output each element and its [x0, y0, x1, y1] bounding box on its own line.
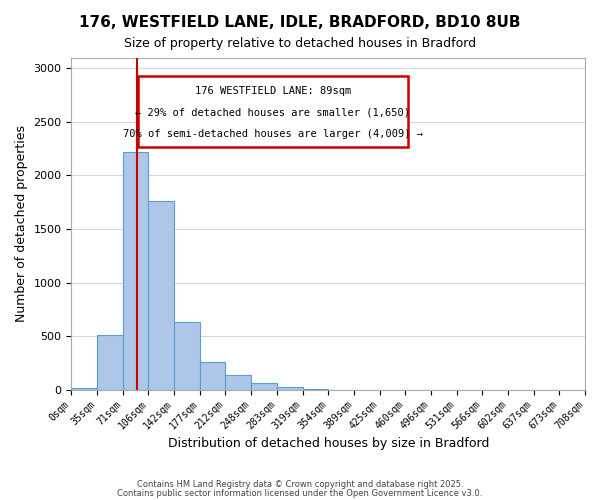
Bar: [71, 388, 97, 390]
Bar: [123, 152, 148, 390]
Bar: [97, 335, 123, 390]
Bar: [200, 362, 226, 390]
FancyBboxPatch shape: [138, 76, 408, 147]
Text: 176 WESTFIELD LANE: 89sqm: 176 WESTFIELD LANE: 89sqm: [195, 86, 351, 97]
Bar: [174, 322, 200, 390]
Text: 70% of semi-detached houses are larger (4,009) →: 70% of semi-detached houses are larger (…: [123, 130, 423, 140]
Bar: [148, 201, 174, 390]
Text: Contains public sector information licensed under the Open Government Licence v3: Contains public sector information licen…: [118, 489, 482, 498]
Bar: [277, 387, 302, 390]
Bar: [226, 374, 251, 390]
Bar: [302, 389, 328, 390]
Text: 176, WESTFIELD LANE, IDLE, BRADFORD, BD10 8UB: 176, WESTFIELD LANE, IDLE, BRADFORD, BD1…: [79, 15, 521, 30]
Y-axis label: Number of detached properties: Number of detached properties: [15, 125, 28, 322]
Text: Size of property relative to detached houses in Bradford: Size of property relative to detached ho…: [124, 38, 476, 51]
Text: ← 29% of detached houses are smaller (1,650): ← 29% of detached houses are smaller (1,…: [136, 108, 410, 118]
X-axis label: Distribution of detached houses by size in Bradford: Distribution of detached houses by size …: [167, 437, 489, 450]
Bar: [251, 383, 277, 390]
Text: Contains HM Land Registry data © Crown copyright and database right 2025.: Contains HM Land Registry data © Crown c…: [137, 480, 463, 489]
